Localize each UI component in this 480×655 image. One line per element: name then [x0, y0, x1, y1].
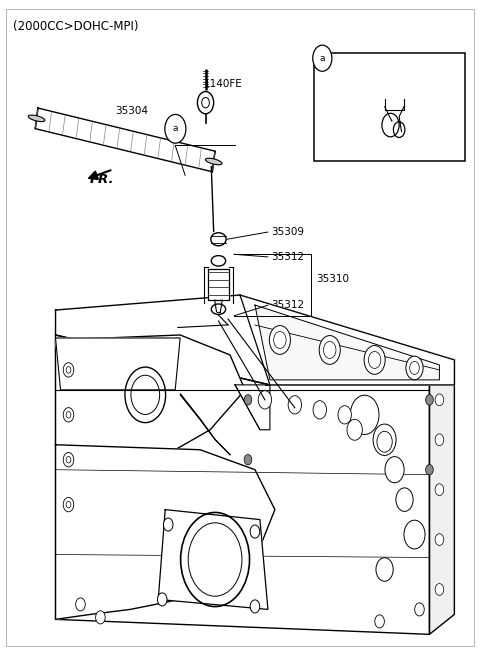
Circle shape [250, 525, 260, 538]
Polygon shape [56, 335, 245, 460]
Circle shape [415, 603, 424, 616]
Circle shape [163, 518, 173, 531]
Ellipse shape [125, 367, 166, 422]
Circle shape [319, 335, 340, 364]
Circle shape [350, 395, 379, 434]
Bar [314, 53, 465, 161]
Text: 1140FE: 1140FE [204, 79, 243, 89]
Ellipse shape [205, 159, 222, 165]
Circle shape [180, 512, 250, 607]
Circle shape [435, 484, 444, 496]
Circle shape [165, 115, 186, 143]
Text: (2000CC>DOHC-MPI): (2000CC>DOHC-MPI) [12, 20, 138, 33]
Text: FR.: FR. [89, 174, 114, 186]
Circle shape [426, 394, 433, 405]
Ellipse shape [28, 115, 45, 122]
Polygon shape [255, 305, 439, 380]
Circle shape [376, 557, 393, 581]
Circle shape [347, 419, 362, 440]
Polygon shape [240, 295, 455, 385]
Circle shape [364, 346, 385, 374]
Circle shape [63, 407, 74, 422]
Circle shape [63, 363, 74, 377]
Circle shape [96, 611, 105, 624]
Text: a: a [320, 54, 325, 63]
Circle shape [377, 431, 392, 452]
Polygon shape [235, 385, 270, 430]
Polygon shape [35, 108, 215, 172]
Circle shape [63, 453, 74, 467]
Circle shape [197, 92, 214, 114]
Circle shape [373, 424, 396, 455]
Circle shape [385, 457, 404, 483]
Text: 35312: 35312 [271, 300, 304, 310]
Circle shape [288, 396, 301, 414]
Circle shape [63, 497, 74, 512]
Circle shape [426, 464, 433, 475]
Circle shape [435, 434, 444, 445]
Ellipse shape [211, 304, 226, 314]
Polygon shape [158, 510, 268, 609]
Ellipse shape [211, 233, 226, 246]
Circle shape [313, 401, 326, 419]
Text: 35310: 35310 [317, 274, 349, 284]
Polygon shape [56, 295, 455, 385]
Circle shape [396, 488, 413, 512]
Circle shape [269, 326, 290, 354]
Polygon shape [208, 269, 229, 300]
Circle shape [157, 593, 167, 606]
Polygon shape [430, 360, 455, 634]
Text: 35304: 35304 [116, 105, 149, 115]
Circle shape [375, 615, 384, 628]
Circle shape [76, 598, 85, 611]
Text: 35309: 35309 [271, 227, 304, 237]
Polygon shape [56, 335, 430, 634]
Text: a: a [173, 124, 178, 134]
Circle shape [250, 600, 260, 613]
Circle shape [244, 455, 252, 465]
Polygon shape [56, 445, 275, 620]
Circle shape [406, 356, 423, 380]
Circle shape [338, 405, 351, 424]
Polygon shape [56, 338, 180, 390]
Circle shape [435, 584, 444, 595]
Circle shape [435, 394, 444, 405]
Ellipse shape [211, 255, 226, 266]
Circle shape [313, 45, 332, 71]
Circle shape [258, 390, 272, 409]
Circle shape [435, 534, 444, 546]
Circle shape [244, 394, 252, 405]
Text: 35312: 35312 [271, 252, 304, 262]
Circle shape [404, 520, 425, 549]
Text: 31337F: 31337F [352, 95, 392, 105]
